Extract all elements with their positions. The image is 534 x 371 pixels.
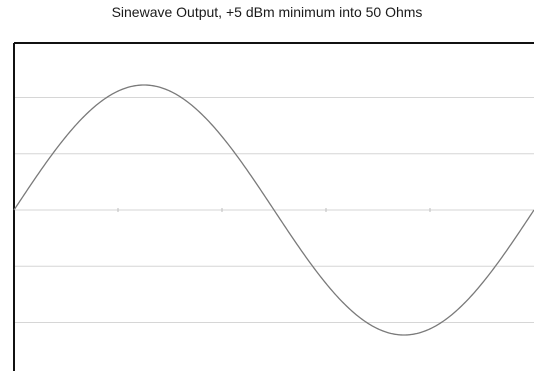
sinewave-series-line xyxy=(13,84,534,336)
chart-title: Sinewave Output, +5 dBm minimum into 50 … xyxy=(111,4,423,20)
